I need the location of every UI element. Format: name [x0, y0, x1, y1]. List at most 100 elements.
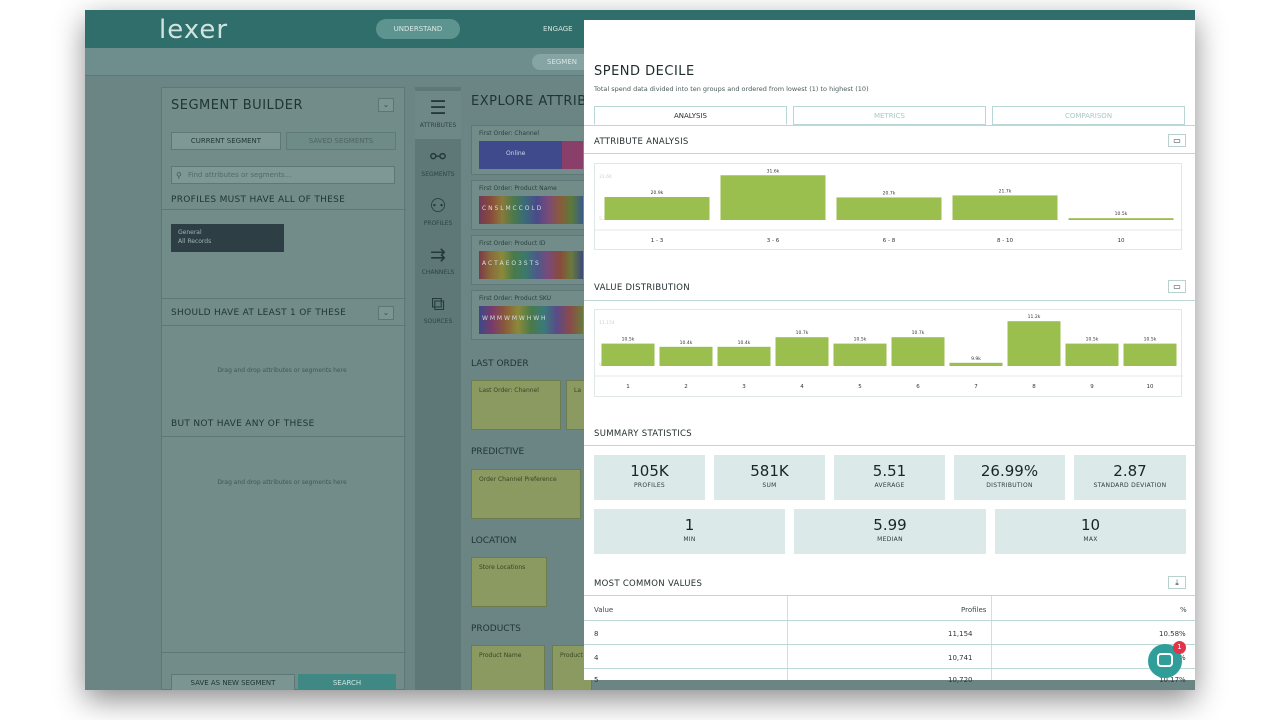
chevron-down-icon[interactable]: ⌄	[378, 98, 394, 112]
bar	[1007, 321, 1061, 366]
download-icon[interactable]: ⤓	[1168, 576, 1186, 589]
stat-value: 10	[1080, 516, 1101, 534]
rail-item-profiles[interactable]: ⚇ PROFILES	[415, 189, 461, 237]
y-axis-max-label: 11.154	[599, 320, 615, 326]
chevron-down-icon[interactable]: ⌄	[378, 306, 394, 320]
nav-understand[interactable]: UNDERSTAND	[376, 19, 460, 39]
segments-icon: ⚯	[430, 146, 446, 168]
bar-data-label: 10.7k	[912, 330, 925, 336]
rail-label: SOURCES	[423, 318, 453, 325]
attribute-card-order-channel-preference[interactable]: Order Channel Preference	[471, 469, 581, 519]
rail-item-attributes[interactable]: ☰ ATTRIBUTES	[415, 91, 461, 139]
chip-category: General	[178, 229, 202, 236]
attribute-card-store-locations[interactable]: Store Locations	[471, 557, 547, 607]
column-divider	[787, 596, 788, 680]
card-label: First Order: Product SKU	[479, 295, 552, 302]
cell-profiles: 11,154	[948, 630, 973, 638]
stat-card-sum: 581K SUM	[714, 455, 825, 500]
bar-data-label: 11.2k	[1028, 314, 1041, 320]
tab-comparison[interactable]: COMPARISON	[992, 106, 1185, 125]
segment-builder-title: SEGMENT BUILDER	[171, 98, 304, 113]
group-title-location: LOCATION	[471, 536, 517, 546]
x-tick-label: 7	[974, 384, 978, 390]
stat-value: 5.99	[873, 516, 907, 534]
cell-value: 5	[594, 676, 599, 684]
stat-value: 5.51	[872, 462, 907, 480]
segment-search-input[interactable]: ⚲ Find attributes or segments...	[171, 166, 395, 184]
profile-icon: ⚇	[429, 195, 447, 217]
x-tick-label: 10	[1147, 384, 1154, 390]
column-divider	[991, 596, 992, 680]
section-divider	[584, 445, 1195, 446]
attribute-card-first-order-channel[interactable]: First Order: Channel Online	[471, 125, 586, 175]
bar	[720, 175, 826, 220]
divider	[162, 436, 406, 437]
attribute-card-first-order-product-sku[interactable]: First Order: Product SKU W M M W M W H W…	[471, 290, 586, 340]
section-title-attribute-analysis: ATTRIBUTE ANALYSIS	[594, 137, 689, 147]
cell-profiles: 10,741	[948, 654, 973, 662]
lexer-logo[interactable]: lexer	[159, 15, 229, 45]
bar-data-label: 10.5k	[854, 337, 867, 343]
explore-attributes-title: EXPLORE ATTRIBU	[471, 94, 597, 109]
stat-label: MAX	[1083, 536, 1098, 543]
attribute-card-last-order-channel[interactable]: Last Order: Channel	[471, 380, 561, 430]
comment-icon[interactable]: ▭	[1168, 280, 1186, 293]
stat-label: MEDIAN	[877, 536, 903, 543]
sub-tab-segment[interactable]: SEGMEN	[532, 54, 592, 70]
stat-card-standard-deviation: 2.87 STANDARD DEVIATION	[1074, 455, 1186, 500]
group-title-last-order: LAST ORDER	[471, 359, 529, 369]
x-tick-label: 8 - 10	[997, 238, 1013, 244]
tab-analysis[interactable]: ANALYSIS	[594, 106, 787, 125]
rail-item-sources[interactable]: ⧉ SOURCES	[415, 287, 461, 335]
all-records-chip[interactable]: General All Records	[171, 224, 284, 252]
tab-saved-segments[interactable]: SAVED SEGMENTS	[286, 132, 396, 150]
x-tick-label: 6 - 8	[883, 238, 896, 244]
bar-data-label: 10.5k	[1115, 211, 1128, 217]
x-tick-label: 5	[858, 384, 862, 390]
value-distribution-svg: 11.1549.9010.5k110.4k210.4k310.7k410.5k5…	[595, 314, 1183, 390]
value-strip	[479, 251, 583, 279]
rail-item-segments[interactable]: ⚯ SEGMENTS	[415, 140, 461, 188]
section-divider	[584, 300, 1195, 301]
rail-label: PROFILES	[423, 220, 453, 227]
segment-builder-panel: SEGMENT BUILDER ⌄ CURRENT SEGMENT SAVED …	[161, 87, 406, 690]
bar-data-label: 10.5k	[1144, 337, 1157, 343]
bar	[891, 337, 945, 366]
nav-engage[interactable]: ENGAGE	[543, 25, 573, 33]
search-placeholder: Find attributes or segments...	[188, 171, 292, 179]
search-button[interactable]: SEARCH	[298, 674, 396, 690]
attribute-card-first-order-product-id[interactable]: First Order: Product ID A C T A E O 3 S …	[471, 235, 586, 285]
rail-item-channels[interactable]: ⇉ CHANNELS	[415, 238, 461, 286]
notification-badge: 1	[1173, 641, 1186, 654]
x-tick-label: 10	[1118, 238, 1125, 244]
save-as-new-segment-button[interactable]: SAVE AS NEW SEGMENT	[171, 674, 295, 690]
app-window: lexer UNDERSTAND ENGAGE SEGMEN SEGMENT B…	[85, 10, 1195, 690]
card-label: Last Order: Channel	[479, 387, 539, 394]
sources-icon: ⧉	[431, 293, 445, 315]
stat-value: 2.87	[1113, 462, 1147, 480]
x-tick-label: 6	[916, 384, 920, 390]
stat-value: 26.99%	[980, 462, 1039, 480]
bar	[833, 343, 887, 366]
tab-current-segment[interactable]: CURRENT SEGMENT	[171, 132, 281, 150]
card-label: First Order: Product ID	[479, 240, 546, 247]
bar-data-label: 21.7k	[999, 188, 1012, 194]
section-title-value-distribution: VALUE DISTRIBUTION	[594, 283, 690, 293]
not-have-heading: BUT NOT HAVE ANY OF THESE	[171, 419, 315, 429]
bar-data-label: 10.7k	[796, 330, 809, 336]
stat-card-profiles: 105K PROFILES	[594, 455, 705, 500]
section-divider	[584, 153, 1195, 154]
tab-metrics[interactable]: METRICS	[793, 106, 986, 125]
comment-icon[interactable]: ▭	[1168, 134, 1186, 147]
attribute-card-product-name[interactable]: Product Name	[471, 645, 545, 690]
attribute-card-first-order-product-name[interactable]: First Order: Product Name C N S L M C C …	[471, 180, 586, 230]
should-have-drop-zone[interactable]: Drag and drop attributes or segments her…	[217, 367, 347, 374]
card-label: Product Name	[479, 652, 522, 659]
row-divider	[584, 620, 1195, 621]
bar-data-label: 31.6k	[767, 168, 780, 174]
strip-value: C N S L M C C O L D	[482, 205, 542, 212]
not-have-drop-zone[interactable]: Drag and drop attributes or segments her…	[217, 479, 347, 486]
stat-value: 105K	[630, 462, 669, 480]
group-title-predictive: PREDICTIVE	[471, 447, 525, 457]
